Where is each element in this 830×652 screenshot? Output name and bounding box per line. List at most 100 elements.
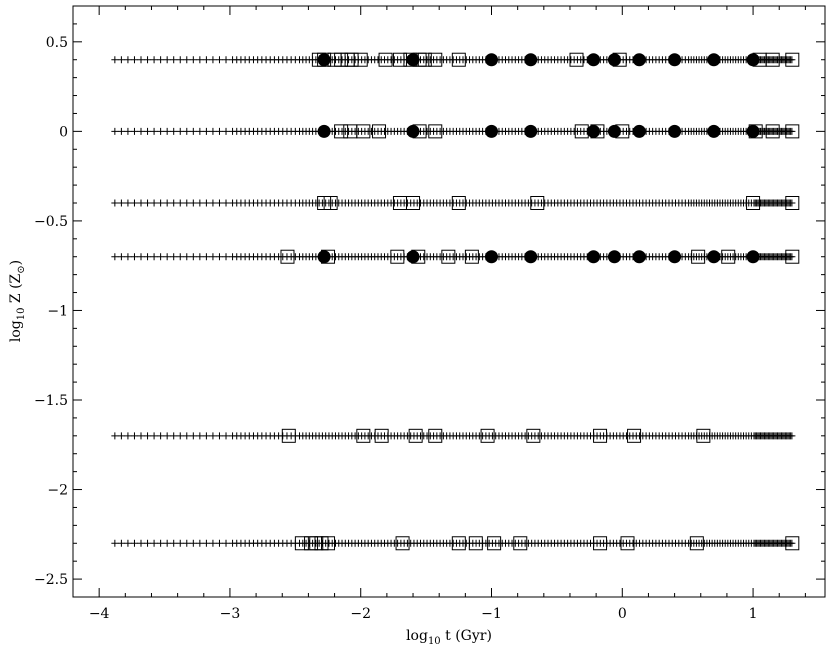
grid-point [196,56,204,64]
grid-point [157,539,165,547]
grid-point [788,432,796,440]
data-point-circle [317,53,331,67]
data-point-square [526,428,541,443]
grid-point [163,199,171,207]
grid-point [130,199,138,207]
grid-point [117,432,125,440]
data-point-square [428,52,443,67]
data-point-square [464,249,479,264]
data-point-circle [524,250,538,264]
grid-point [189,56,197,64]
grid-point [189,253,197,261]
x-tick-label: 1 [749,606,758,622]
data-point-circle [707,124,721,138]
grid-point [788,253,796,261]
x-tick-label: −3 [220,606,241,622]
data-point-square [627,428,642,443]
grid-point [137,199,145,207]
data-point-square [392,52,407,67]
grid-point [137,432,145,440]
grid-point [222,539,230,547]
grid-point [176,56,184,64]
grid-point [163,539,171,547]
data-point-circle [587,124,601,138]
grid-point [157,56,165,64]
grid-point [209,253,217,261]
data-point-circle [632,53,646,67]
grid-point [222,253,230,261]
grid-point [157,432,165,440]
data-point-square [785,124,800,139]
data-point-square [746,196,761,210]
grid-point [150,539,158,547]
grid-point [117,199,125,207]
grid-point [111,127,119,135]
grid-point [788,56,796,64]
grid-point [124,199,132,207]
plot-frame [72,5,826,598]
grid-point [144,199,152,207]
data-point-square [696,428,711,443]
data-point-square [593,428,608,443]
grid-point [157,253,165,261]
y-tick-label: −2.5 [34,572,68,588]
grid-point [144,127,152,135]
grid-point [215,432,223,440]
grid-point [215,56,223,64]
grid-point [111,199,119,207]
x-tick-label: −1 [481,606,502,622]
data-point-circle [406,124,420,138]
data-point-circle [707,53,721,67]
data-point-circle [632,250,646,264]
grid-point [137,253,145,261]
data-point-square [487,536,502,551]
grid-point [222,432,230,440]
data-point-square [721,249,736,264]
data-point-circle [485,124,499,138]
grid-point [111,56,119,64]
data-point-circle [707,250,721,264]
data-point-square [323,196,338,210]
grid-point [215,539,223,547]
data-point-square [468,536,483,551]
data-point-circle [317,124,331,138]
grid-point [170,127,178,135]
x-tick-label: −4 [89,606,110,622]
grid-point [176,127,184,135]
data-point-circle [317,250,331,264]
grid-point [130,127,138,135]
grid-point [117,539,125,547]
grid-point [202,56,210,64]
grid-point [222,199,230,207]
data-point-circle [607,250,621,264]
y-tick-label: −2 [47,483,68,499]
y-axis-label: log10 Z (Z⊙) [8,260,27,342]
data-point-circle [524,53,538,67]
grid-point [144,253,152,261]
grid-point [163,432,171,440]
data-point-circle [485,250,499,264]
data-point-square [294,536,309,551]
data-point-square [356,124,371,139]
data-point-circle [607,53,621,67]
data-point-square [334,124,349,139]
grid-point [150,199,158,207]
data-point-circle [587,53,601,67]
grid-point [117,253,125,261]
grid-point [196,253,204,261]
grid-point [117,127,125,135]
grid-point [176,432,184,440]
data-point-square [785,52,800,67]
grid-point [183,127,191,135]
data-point-square [281,428,296,443]
grid-point [189,432,197,440]
grid-point [111,432,119,440]
grid-point [157,199,165,207]
grid-point [196,127,204,135]
data-point-circle [668,124,682,138]
grid-point [215,199,223,207]
grid-point [150,432,158,440]
grid-point [202,253,210,261]
grid-point [170,253,178,261]
data-point-circle [668,53,682,67]
